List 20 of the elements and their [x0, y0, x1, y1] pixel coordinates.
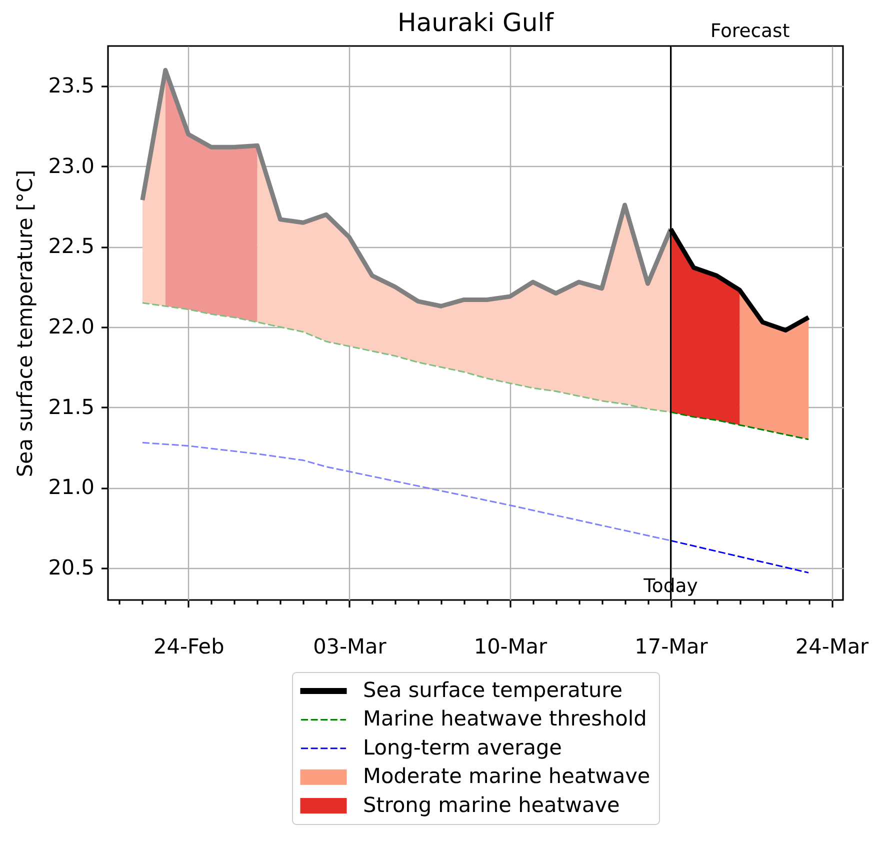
x-tick-label: 10-Mar [474, 634, 548, 658]
y-axis-title: Sea surface temperature [°C] [13, 170, 38, 478]
x-tick-label: 24-Mar [795, 634, 870, 658]
y-tick-label: 21.5 [48, 394, 94, 419]
x-tick-label: 24-Feb [153, 634, 224, 658]
legend-label: Strong marine heatwave [363, 792, 620, 817]
y-tick-label: 21.0 [48, 475, 94, 500]
legend-label: Long-term average [363, 735, 562, 760]
legend-label: Moderate marine heatwave [363, 764, 650, 788]
x-tick-label: 17-Mar [634, 634, 708, 658]
y-tick-label: 20.5 [48, 555, 94, 580]
y-tick-label: 23.0 [48, 154, 94, 178]
y-tick-label: 22.0 [48, 314, 94, 339]
x-tick-label: 03-Mar [313, 634, 387, 658]
legend-label: Marine heatwave threshold [363, 706, 647, 731]
y-tick-label: 23.5 [48, 74, 94, 98]
y-tick-label: 22.5 [48, 234, 94, 258]
legend-label: Sea surface temperature [363, 678, 623, 702]
chart-title: Hauraki Gulf [398, 8, 555, 37]
text: Forecast [710, 21, 790, 42]
